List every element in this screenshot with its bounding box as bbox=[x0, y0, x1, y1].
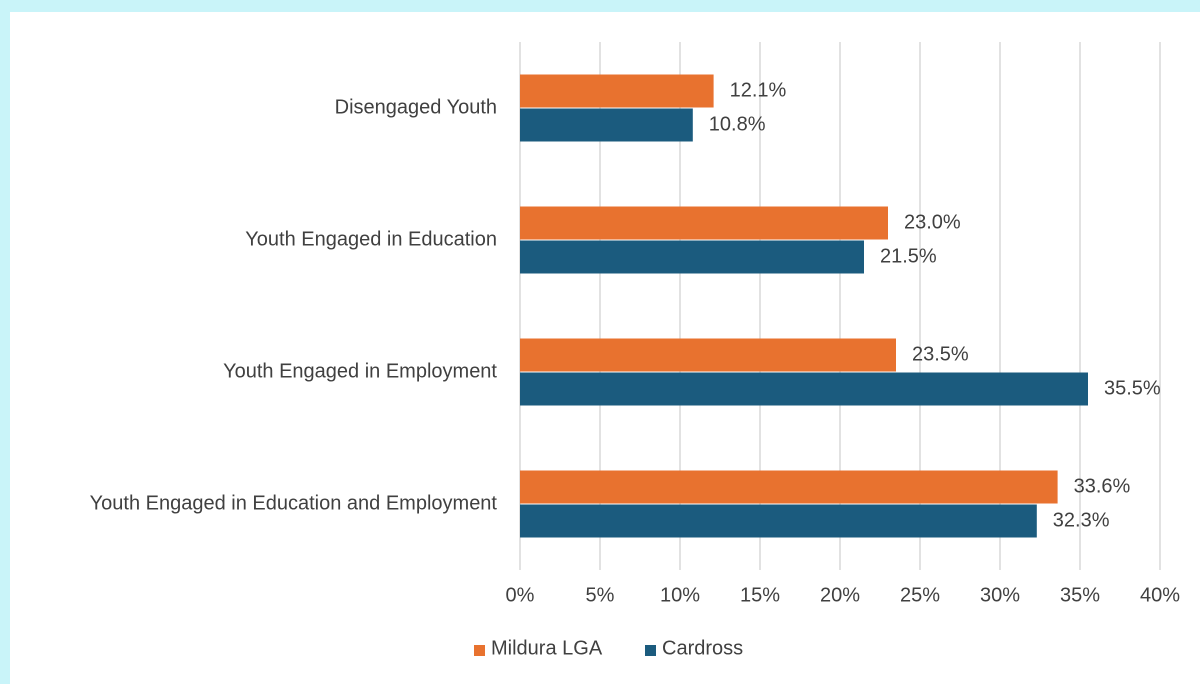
y-tick-label: Youth Engaged in Employment bbox=[223, 360, 497, 382]
bar bbox=[520, 74, 714, 108]
x-tick-label: 35% bbox=[1060, 584, 1100, 606]
legend-swatch bbox=[474, 645, 485, 656]
bar bbox=[520, 372, 1088, 406]
legend-label: Cardross bbox=[662, 637, 743, 659]
data-label: 21.5% bbox=[880, 245, 937, 267]
x-tick-label: 15% bbox=[740, 584, 780, 606]
bar bbox=[520, 108, 693, 142]
y-tick-label: Youth Engaged in Education and Employmen… bbox=[90, 492, 498, 514]
data-label: 33.6% bbox=[1074, 475, 1131, 497]
data-label: 32.3% bbox=[1053, 509, 1110, 531]
data-label: 10.8% bbox=[709, 113, 766, 135]
data-label: 35.5% bbox=[1104, 377, 1161, 399]
bar bbox=[520, 338, 896, 372]
x-tick-label: 40% bbox=[1140, 584, 1180, 606]
bar bbox=[520, 470, 1058, 504]
x-tick-label: 20% bbox=[820, 584, 860, 606]
data-label: 23.5% bbox=[912, 343, 969, 365]
y-tick-label: Disengaged Youth bbox=[335, 96, 497, 118]
x-tick-label: 0% bbox=[506, 584, 535, 606]
legend-swatch bbox=[645, 645, 656, 656]
bar bbox=[520, 504, 1037, 538]
bar bbox=[520, 240, 864, 274]
x-tick-label: 25% bbox=[900, 584, 940, 606]
x-tick-label: 30% bbox=[980, 584, 1020, 606]
legend-label: Mildura LGA bbox=[491, 637, 603, 659]
data-label: 23.0% bbox=[904, 211, 961, 233]
data-label: 12.1% bbox=[730, 79, 787, 101]
x-tick-label: 5% bbox=[586, 584, 615, 606]
bar bbox=[520, 206, 888, 240]
x-tick-label: 10% bbox=[660, 584, 700, 606]
y-tick-label: Youth Engaged in Education bbox=[245, 228, 497, 250]
